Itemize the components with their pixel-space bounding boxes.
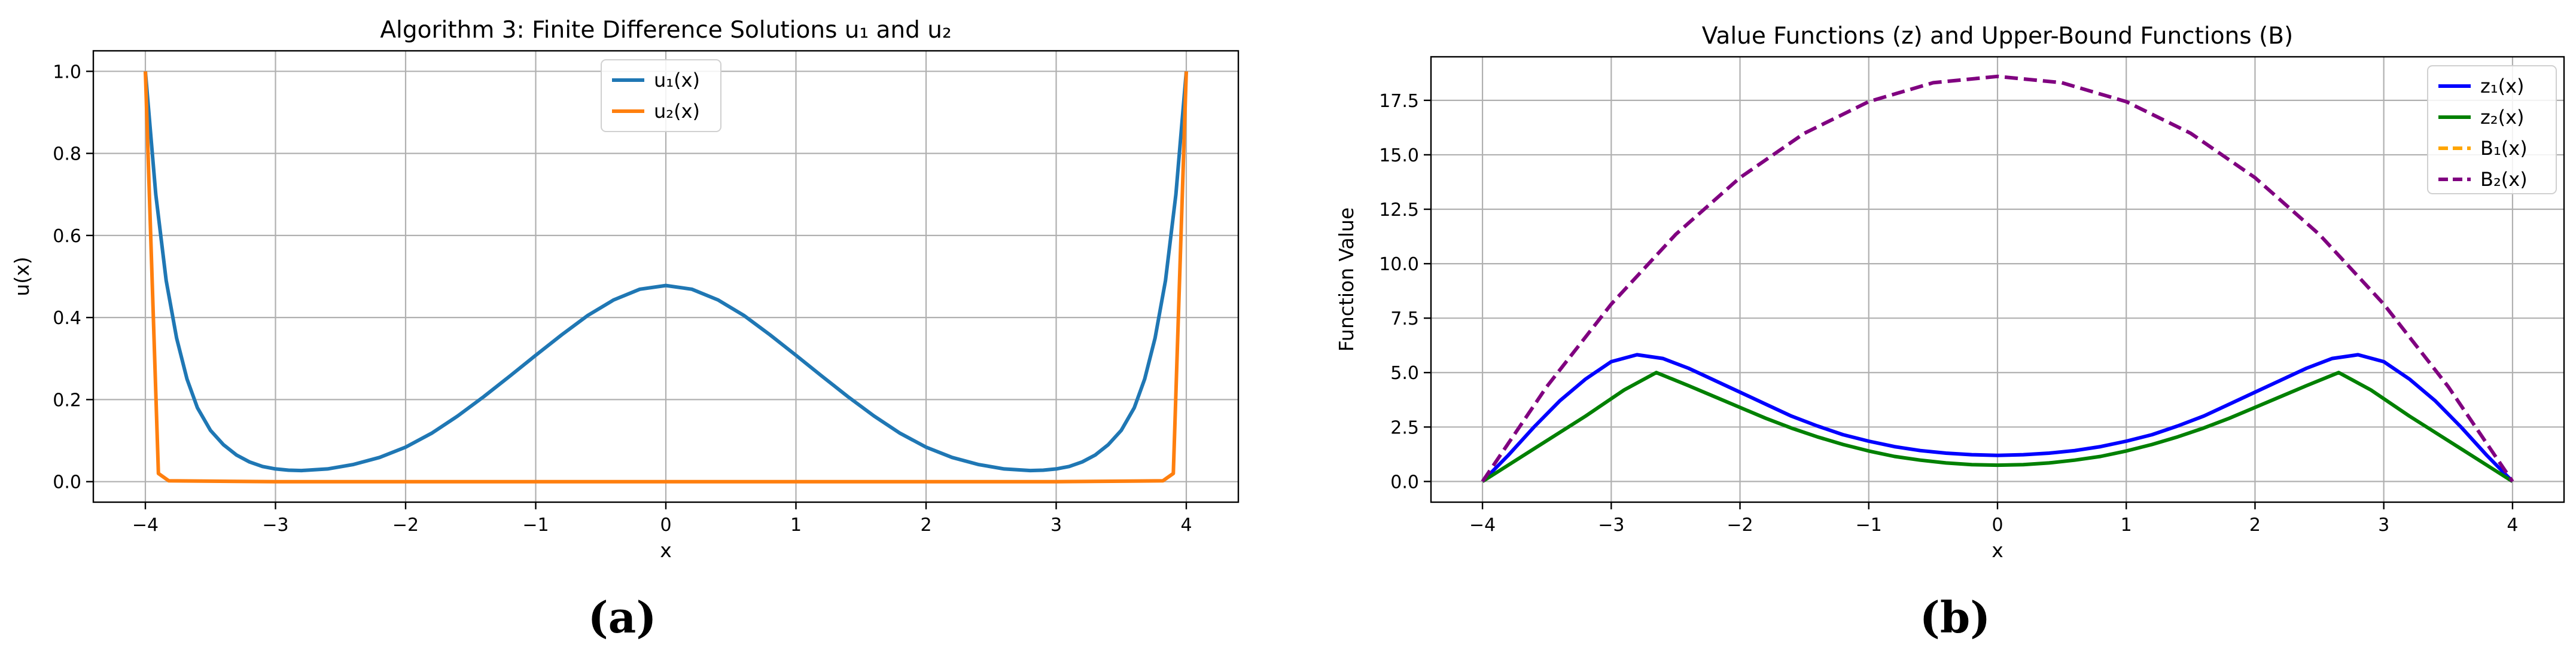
chart-title: Algorithm 3: Finite Difference Solutions… <box>380 17 951 44</box>
x-tick-label: −1 <box>1856 515 1882 536</box>
series-line-u-x <box>144 71 1188 473</box>
y-tick-label: 10.0 <box>1379 254 1419 275</box>
y-tick-label: 1.0 <box>53 62 81 82</box>
y-tick-label: 0.4 <box>53 308 81 329</box>
x-tick-label: −3 <box>262 515 288 536</box>
x-tick-label: −1 <box>522 515 549 536</box>
chart-panel-b: −4 −3 −2 −1 0 1 2 3 4 0.0 2.5 5.0 7.5 10.0 12.5 15.0 17.… <box>1335 23 2565 643</box>
legend-label-u-x: u₁(x) <box>654 69 700 91</box>
y-tick-label: 5.0 <box>1390 363 1419 384</box>
legend-label-b-x: B₁(x) <box>2480 137 2528 160</box>
legend-box <box>2427 65 2557 194</box>
y-tick-label: 0.0 <box>1390 472 1419 493</box>
x-axis-label: x <box>660 539 672 562</box>
x-tick-label: −2 <box>1727 515 1753 536</box>
x-tick-label: 0 <box>1992 515 2003 536</box>
legend: u₁(x) u₂(x) <box>601 59 721 132</box>
x-tick-label: −4 <box>132 515 159 536</box>
x-tick-label: 0 <box>660 515 671 536</box>
y-tick-label: 2.5 <box>1390 417 1419 438</box>
y-tick-label: 0.0 <box>53 472 81 493</box>
x-tick-label: 4 <box>2507 515 2518 536</box>
legend-label-z-x: z₁(x) <box>2480 75 2525 97</box>
y-tick-label: 15.0 <box>1379 145 1419 166</box>
y-axis-label: Function Value <box>1335 207 1358 352</box>
y-tick-label: 0.8 <box>53 144 81 165</box>
x-tick-label: 4 <box>1180 515 1192 536</box>
y-tick-label: 0.6 <box>53 226 81 247</box>
y-tick-label: 7.5 <box>1390 308 1419 329</box>
legend-box <box>601 59 721 132</box>
series-line-z-x <box>1481 371 2514 483</box>
x-tick-label: 2 <box>2249 515 2261 536</box>
series-line-z-x <box>1481 353 2514 483</box>
x-tick-label: 3 <box>2378 515 2389 536</box>
panel-caption: (b) <box>1920 592 1990 643</box>
x-tick-label: −3 <box>1598 515 1624 536</box>
grid <box>1431 57 2564 502</box>
legend-label-z-x: z₂(x) <box>2480 106 2525 129</box>
x-tick-label: −2 <box>392 515 419 536</box>
series-line-u-x <box>144 71 1188 484</box>
y-tick-label: 0.2 <box>53 390 81 411</box>
x-tick-label: 1 <box>790 515 802 536</box>
x-tick-label: 3 <box>1051 515 1062 536</box>
x-tick-label: 1 <box>2121 515 2132 536</box>
panel-caption: (a) <box>588 592 657 643</box>
y-tick-label: 17.5 <box>1379 91 1419 112</box>
chart-panel-a: −4 −3 −2 −1 0 1 2 3 4 0.0 0.2 0.4 0.6 0.8 1.0 Algorithm… <box>10 17 1240 643</box>
y-axis-label: u(x) <box>10 256 34 296</box>
y-tick-label: 12.5 <box>1379 200 1419 221</box>
series-line-b-x <box>1481 74 2514 483</box>
chart-title: Value Functions (z) and Upper-Bound Func… <box>1702 23 2293 50</box>
legend: z₁(x) z₂(x) B₁(x) B₂(x) <box>2427 65 2557 194</box>
x-tick-label: −4 <box>1469 515 1496 536</box>
legend-label-u-x: u₂(x) <box>654 100 700 123</box>
legend-label-b-x: B₂(x) <box>2480 168 2528 191</box>
x-axis-label: x <box>1992 539 2003 562</box>
x-tick-label: 2 <box>920 515 931 536</box>
